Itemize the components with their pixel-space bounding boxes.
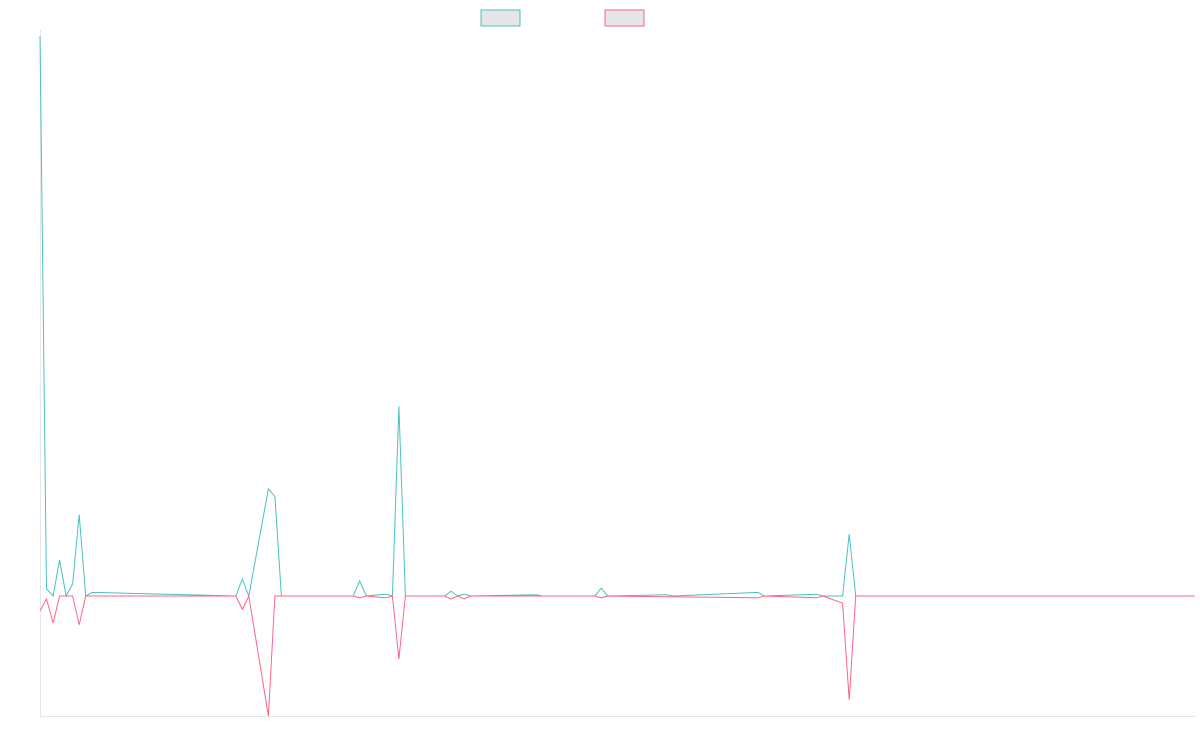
plot-area [39,35,1195,717]
axes [40,30,1195,717]
legend-swatch-series-b[interactable] [604,9,645,27]
series-b-line [39,594,1195,717]
series-a-line [39,35,1195,598]
legend-swatch-series-a[interactable] [480,9,521,27]
legend[interactable] [480,9,645,27]
